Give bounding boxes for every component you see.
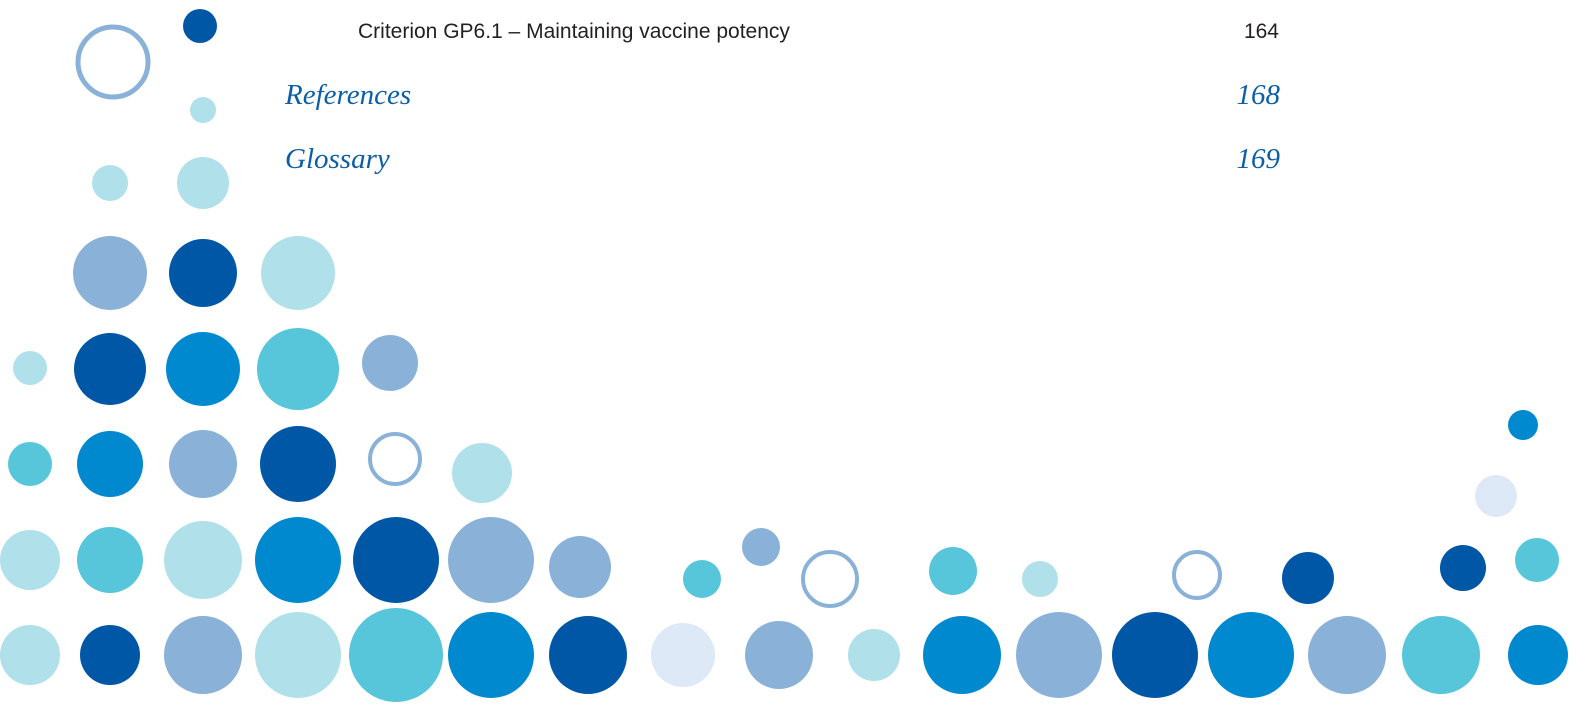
- dot: [742, 528, 780, 566]
- toc-entry-title[interactable]: References: [285, 81, 411, 110]
- dot: [362, 335, 418, 391]
- dot: [164, 521, 242, 599]
- dot: [1508, 625, 1568, 685]
- dot: [92, 165, 128, 201]
- dot: [73, 236, 147, 310]
- dot: [1402, 616, 1480, 694]
- dot: [0, 625, 60, 685]
- dot: [8, 442, 52, 486]
- page: {"toc": {"entries": [ {"title": "Criteri…: [0, 0, 1588, 715]
- ring: [803, 552, 857, 606]
- dot: [183, 9, 217, 43]
- toc-entry-page[interactable]: 168: [1160, 81, 1280, 110]
- ring: [1174, 552, 1220, 598]
- dot: [1308, 616, 1386, 694]
- dot: [549, 536, 611, 598]
- dot: [1515, 538, 1559, 582]
- dot: [452, 443, 512, 503]
- dot: [255, 612, 341, 698]
- dot: [923, 616, 1001, 694]
- dot: [1022, 561, 1058, 597]
- ring: [370, 434, 420, 484]
- dots: [0, 9, 1568, 702]
- dot: [1282, 552, 1334, 604]
- dot: [929, 547, 977, 595]
- ring: [78, 27, 148, 97]
- dot: [260, 426, 336, 502]
- dot: [1208, 612, 1294, 698]
- dot: [1440, 545, 1486, 591]
- dot: [549, 616, 627, 694]
- dot: [166, 332, 240, 406]
- dot: [1475, 475, 1517, 517]
- dot: [257, 328, 339, 410]
- dot: [169, 430, 237, 498]
- dot: [77, 527, 143, 593]
- dot: [745, 621, 813, 689]
- toc-entry-page[interactable]: 164: [1159, 21, 1279, 42]
- dot: [77, 431, 143, 497]
- dot: [651, 623, 715, 687]
- dot: [169, 239, 237, 307]
- dot: [80, 625, 140, 685]
- dot: [448, 517, 534, 603]
- dot: [683, 560, 721, 598]
- toc-entry-title[interactable]: Criterion GP6.1 – Maintaining vaccine po…: [358, 21, 790, 42]
- dot: [353, 517, 439, 603]
- dot: [1112, 612, 1198, 698]
- dot: [164, 616, 242, 694]
- toc-entry-page[interactable]: 169: [1160, 145, 1280, 174]
- dot: [255, 517, 341, 603]
- dot: [848, 629, 900, 681]
- dot: [261, 236, 335, 310]
- dot: [13, 351, 47, 385]
- dot: [1016, 612, 1102, 698]
- decoration: [0, 0, 1588, 715]
- dot: [74, 333, 146, 405]
- dot: [349, 608, 443, 702]
- dot: [1508, 410, 1538, 440]
- dot: [0, 530, 60, 590]
- toc-entry-title[interactable]: Glossary: [285, 145, 390, 174]
- dot: [448, 612, 534, 698]
- dot: [177, 157, 229, 209]
- dot: [190, 97, 216, 123]
